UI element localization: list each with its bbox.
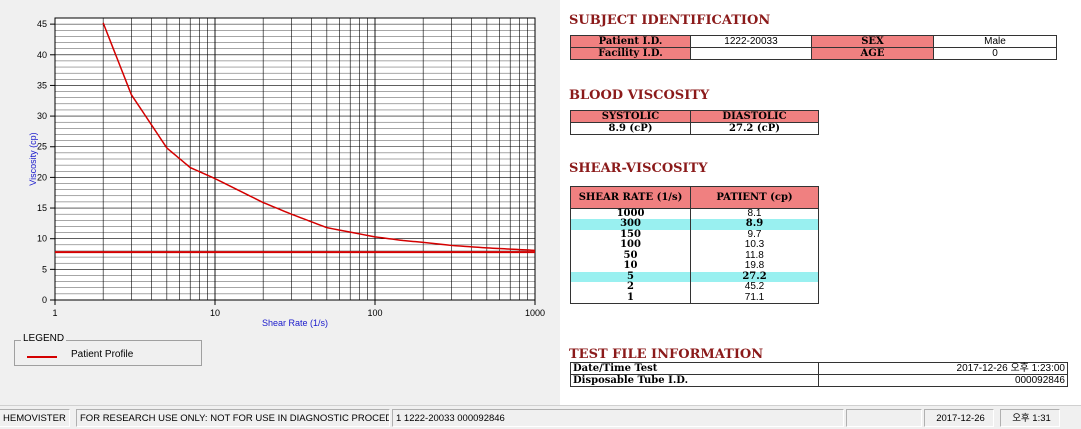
viscosity-cell: 8.9 [690,219,819,230]
patient-id-value: 1222-20033 [690,35,812,48]
table-row-highlighted: 300 8.9 [570,219,819,230]
status-date: 2017-12-26 [924,409,994,427]
status-bar: HEMOVISTER FOR RESEARCH USE ONLY: NOT FO… [0,405,1081,429]
facility-id-label: Facility I.D. [570,47,691,60]
report-panel: SUBJECT IDENTIFICATION Patient I.D. 1222… [560,0,1081,405]
viscosity-cell: 71.1 [690,292,819,304]
shear-rate-header: SHEAR RATE (1/s) [570,186,691,209]
subject-table: Patient I.D. 1222-20033 SEX Male Facilit… [570,35,1057,60]
diastolic-label: DIASTOLIC [690,110,819,123]
series-line-patient-profile [102,22,536,252]
blood-viscosity-title: BLOOD VISCOSITY [569,88,710,103]
y-axis-label: Viscosity (cp) [28,132,38,185]
shear-rate-cell: 2 [570,282,691,293]
viscosity-chart-area: 0 5 10 15 20 25 30 35 40 45 1 10 100 1000 Shear Rate (… [0,0,560,340]
shear-rate-cell: 100 [570,240,691,251]
status-empty-panel [846,409,922,427]
legend-title: LEGEND [21,333,67,344]
table-row: 150 9.7 [570,229,819,240]
tube-id-label: Disposable Tube I.D. [570,374,819,387]
status-app-name: HEMOVISTER [0,409,70,427]
y-tick-label: 40 [37,50,47,60]
systolic-value: 8.9 (cP) [570,122,691,135]
y-tick-label: 10 [37,234,47,244]
viscosity-cell: 8.1 [690,208,819,219]
table-row: 10 19.8 [570,261,819,272]
y-tick-label: 0 [42,295,47,305]
table-row: 1000 8.1 [570,208,819,219]
age-label: AGE [811,47,934,60]
test-file-information-title: TEST FILE INFORMATION [569,347,764,362]
table-row: 50 11.8 [570,250,819,261]
y-tick-label: 5 [42,264,47,274]
shear-viscosity-table: SHEAR RATE (1/s) PATIENT (cp) 1000 8.1 30… [570,186,819,304]
y-tick-label: 30 [37,111,47,121]
x-tick-label: 10 [210,308,220,318]
viscosity-chart: 0 5 10 15 20 25 30 35 40 45 1 10 100 1000 Shear Rate (… [28,17,545,328]
viscosity-cell: 9.7 [690,229,819,240]
sex-label: SEX [811,35,934,48]
x-tick-label: 1 [52,308,57,318]
viscosity-cell: 19.8 [690,261,819,272]
diastolic-value: 27.2 (cP) [690,122,819,135]
systolic-label: SYSTOLIC [570,110,691,123]
table-row-highlighted: 5 27.2 [570,271,819,282]
patient-id-label: Patient I.D. [570,35,691,48]
shear-viscosity-title: SHEAR-VISCOSITY [569,161,708,176]
date-time-value: 2017-12-26 오후 1:23:00 [818,362,1068,375]
y-tick-label: 15 [37,203,47,213]
date-time-label: Date/Time Test [570,362,819,375]
patient-cp-header: PATIENT (cp) [690,186,819,209]
shear-rate-cell: 10 [570,261,691,272]
y-tick-label: 25 [37,142,47,152]
sex-value: Male [933,35,1057,48]
viscosity-cell: 27.2 [690,271,819,282]
test-file-table: Date/Time Test 2017-12-26 오후 1:23:00 Dis… [570,362,1068,387]
y-tick-label: 20 [37,172,47,182]
y-tick-label: 45 [37,19,47,29]
status-record: 1 1222-20033 000092846 [392,409,844,427]
viscosity-cell: 45.2 [690,282,819,293]
shear-rate-cell: 1 [570,292,691,304]
legend-entry-patient-profile: Patient Profile [71,349,134,360]
legend-line-swatch [27,356,57,358]
blood-viscosity-table: SYSTOLIC DIASTOLIC 8.9 (cP) 27.2 (cP) [570,110,819,135]
age-value: 0 [933,47,1057,60]
status-time: 오후 1:31 [1000,409,1060,427]
x-tick-label: 1000 [525,308,545,318]
viscosity-cell: 10.3 [690,240,819,251]
shear-rate-cell: 300 [570,219,691,230]
x-tick-label: 100 [367,308,382,318]
tube-id-value: 000092846 [818,374,1068,387]
subject-identification-title: SUBJECT IDENTIFICATION [569,13,771,28]
table-row: 1 71.1 [570,292,819,304]
chart-legend: LEGEND Patient Profile [14,333,202,366]
table-row: 2 45.2 [570,282,819,293]
facility-id-value [690,47,812,60]
table-row: 100 10.3 [570,240,819,251]
viscosity-cell: 11.8 [690,250,819,261]
status-notice: FOR RESEARCH USE ONLY: NOT FOR USE IN DI… [76,409,390,427]
y-tick-label: 35 [37,80,47,90]
x-axis-label: Shear Rate (1/s) [262,318,328,328]
